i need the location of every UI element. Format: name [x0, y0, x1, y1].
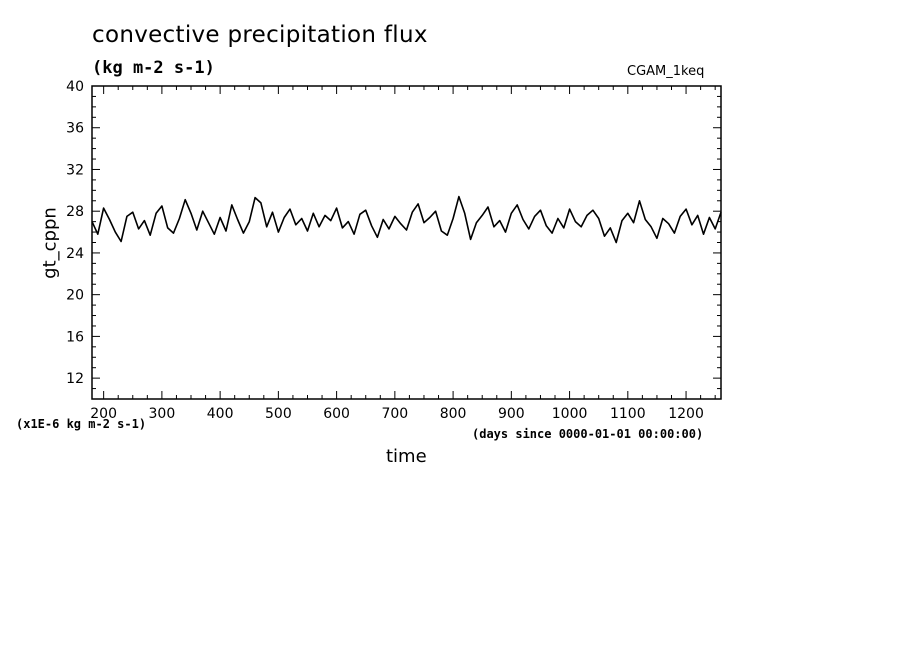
y-scale-label: (x1E-6 kg m-2 s-1) [16, 417, 147, 431]
x-units-label: (days since 0000-01-01 00:00:00) [472, 427, 704, 441]
run-label: CGAM_1keq [627, 64, 705, 79]
units-label: (kg m-2 s-1) [92, 58, 215, 78]
x-tick-label: 800 [440, 406, 467, 422]
x-tick-label: 200 [90, 406, 117, 422]
x-tick-label: 900 [498, 406, 525, 422]
x-tick-label: 300 [149, 406, 176, 422]
x-tick-label: 600 [323, 406, 350, 422]
x-tick-label: 700 [381, 406, 408, 422]
x-tick-label: 1200 [668, 406, 704, 422]
series-layer [91, 195, 722, 244]
y-tick-label: 32 [66, 162, 84, 178]
plot-frame [91, 85, 722, 400]
y-tick-label: 12 [66, 371, 84, 387]
series-line-0 [91, 195, 722, 244]
x-tick-label: 1000 [552, 406, 588, 422]
x-tick-label: 400 [207, 406, 234, 422]
chart-title: convective precipitation flux [92, 22, 428, 48]
y-tick-label: 40 [66, 79, 84, 95]
y-tick-label: 36 [66, 121, 84, 137]
x-axis-label: time [386, 446, 427, 467]
y-tick-label: 24 [66, 246, 84, 262]
tick-labels-layer: 200 300 400 500 600 700 800 900 1000 1100 1200 12 16… [66, 79, 704, 422]
x-tick-label: 500 [265, 406, 292, 422]
ticks-layer [92, 85, 721, 399]
y-tick-label: 28 [66, 204, 84, 220]
x-tick-label: 1100 [610, 406, 646, 422]
y-tick-label: 16 [66, 329, 84, 345]
y-tick-label: 20 [66, 288, 84, 304]
